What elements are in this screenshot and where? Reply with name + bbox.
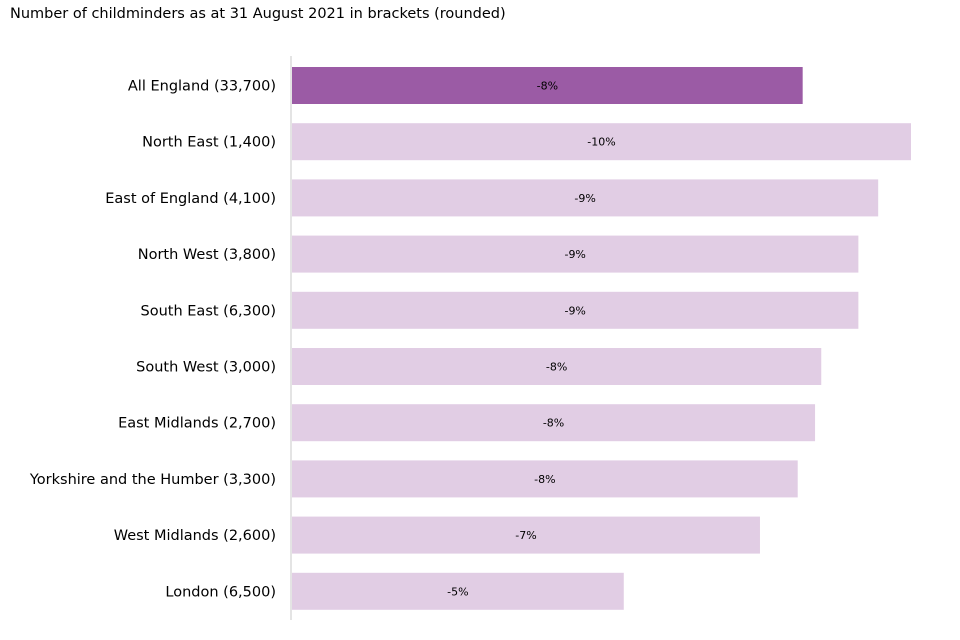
value-labels: -8% -10% -9% -9% -9% -8% -8% -8% -7% -5% <box>447 80 616 599</box>
chart-title: Number of childminders as at 31 August 2… <box>10 6 506 22</box>
bar-3 <box>292 235 859 273</box>
value-label-9: -5% <box>447 585 468 598</box>
bar-0 <box>292 67 803 104</box>
category-label-4: South East (6,300) <box>141 303 276 319</box>
category-label-6: East Midlands (2,700) <box>118 416 276 432</box>
bar-9 <box>292 572 624 610</box>
bar-6 <box>292 404 816 442</box>
bar-5 <box>292 348 822 385</box>
value-label-0: -8% <box>537 80 558 93</box>
value-label-6: -8% <box>543 417 564 430</box>
value-label-1: -10% <box>587 136 615 149</box>
category-label-2: East of England (4,100) <box>105 191 276 207</box>
value-label-5: -8% <box>546 361 567 374</box>
bar-1 <box>292 123 911 161</box>
bar-7 <box>292 460 798 498</box>
category-label-9: London (6,500) <box>165 584 276 600</box>
category-labels: All England (33,700) North East (1,400) Ea… <box>29 79 276 601</box>
category-label-5: South West (3,000) <box>136 360 276 376</box>
category-label-0: All England (33,700) <box>128 79 276 95</box>
value-label-4: -9% <box>564 304 585 317</box>
value-label-7: -8% <box>534 473 555 486</box>
category-label-8: West Midlands (2,600) <box>114 528 276 544</box>
category-label-1: North East (1,400) <box>142 135 276 151</box>
category-label-7: Yorkshire and the Humber (3,300) <box>29 472 276 488</box>
value-label-3: -9% <box>564 248 585 261</box>
bar-8 <box>292 516 760 554</box>
bar-4 <box>292 291 859 329</box>
bar-2 <box>292 179 879 217</box>
bars-layer <box>292 67 911 610</box>
category-label-3: North West (3,800) <box>138 247 276 263</box>
value-label-8: -7% <box>515 529 536 542</box>
value-label-2: -9% <box>574 192 595 205</box>
